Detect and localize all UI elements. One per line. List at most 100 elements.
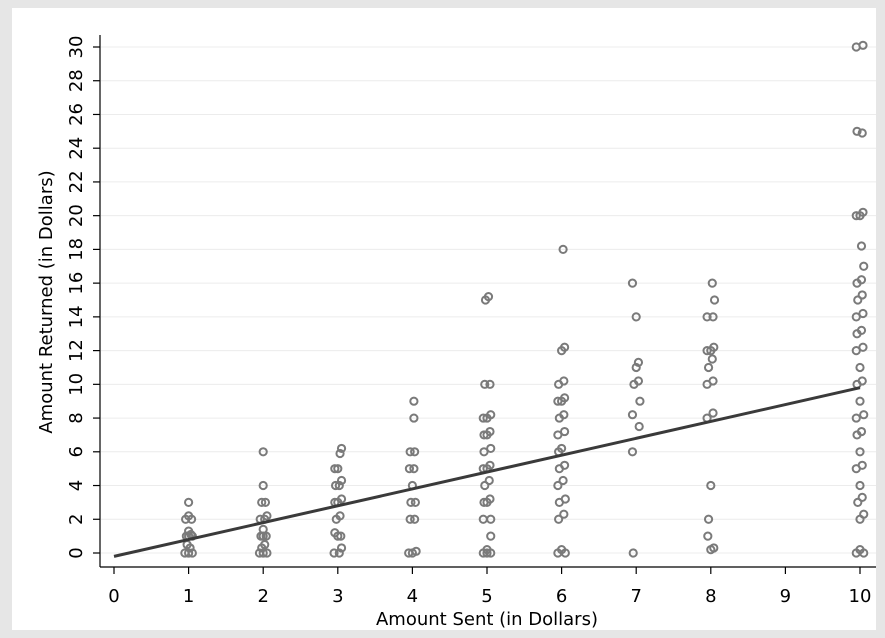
data-point — [336, 475, 347, 486]
data-point — [410, 447, 420, 457]
data-point — [857, 376, 867, 386]
data-point — [258, 524, 268, 534]
data-point — [627, 447, 638, 457]
data-point — [334, 480, 344, 491]
data-point — [486, 410, 496, 420]
data-point — [554, 514, 564, 524]
data-point — [702, 312, 712, 322]
data-point — [708, 376, 718, 386]
data-point — [335, 511, 345, 521]
x-tick-label-2: 2 — [257, 586, 268, 607]
y-tick-label-6: 6 — [66, 446, 87, 457]
x-tick-label-8: 8 — [705, 586, 716, 607]
x-tick-label-0: 0 — [108, 586, 119, 607]
data-point — [559, 410, 569, 420]
y-tick-label-14: 14 — [66, 305, 87, 328]
data-point — [631, 312, 641, 322]
data-point — [635, 396, 645, 406]
x-tick-label-7: 7 — [630, 586, 641, 607]
data-point — [335, 448, 345, 459]
data-point — [480, 480, 490, 491]
data-point — [858, 207, 868, 217]
data-point — [560, 548, 570, 558]
y-tick-label-12: 12 — [66, 339, 87, 362]
y-tick-label-28: 28 — [66, 69, 87, 92]
data-point — [260, 539, 270, 550]
y-tick-label-26: 26 — [66, 103, 87, 126]
data-point — [409, 464, 419, 474]
data-point — [485, 379, 495, 389]
data-point — [709, 543, 719, 553]
y-tick-label-24: 24 — [66, 137, 87, 160]
data-point — [406, 497, 416, 507]
data-point — [707, 278, 717, 288]
data-point — [184, 497, 194, 507]
data-point — [703, 531, 713, 541]
data-point — [485, 494, 495, 504]
data-point — [486, 443, 496, 454]
data-point — [857, 492, 867, 502]
data-point — [859, 261, 869, 271]
data-point — [482, 548, 492, 558]
data-point — [559, 509, 569, 519]
data-point — [330, 464, 340, 474]
data-point — [859, 509, 869, 519]
data-point — [336, 443, 347, 454]
data-point — [853, 497, 863, 507]
data-point — [258, 480, 268, 491]
y-tick-label-20: 20 — [66, 204, 87, 227]
data-point — [703, 362, 714, 373]
data-point — [405, 514, 415, 524]
x-tick-label-10: 10 — [849, 586, 872, 607]
data-point — [856, 275, 867, 285]
data-point — [852, 126, 862, 136]
data-point — [851, 413, 861, 423]
data-point — [859, 548, 869, 558]
data-point — [410, 514, 420, 524]
data-point — [483, 292, 494, 302]
y-tick-label-4: 4 — [66, 480, 87, 491]
data-point — [329, 548, 339, 558]
y-tick-label-0: 0 — [66, 547, 87, 558]
data-point — [411, 546, 421, 556]
data-point — [709, 295, 720, 305]
data-point — [628, 548, 638, 558]
data-point — [478, 413, 488, 423]
data-point — [559, 426, 570, 437]
data-point — [258, 548, 268, 558]
x-tick-label-3: 3 — [332, 586, 343, 607]
data-point — [855, 447, 865, 457]
x-tick-label-4: 4 — [407, 586, 418, 607]
data-point — [410, 497, 420, 507]
data-point — [260, 497, 271, 507]
fit-line — [113, 386, 861, 558]
data-point — [559, 460, 570, 470]
data-point — [634, 421, 644, 432]
y-tick-label-22: 22 — [66, 170, 87, 193]
x-ticks: 0 1 2 3 4 5 6 7 8 9 10 — [108, 567, 871, 607]
data-point — [633, 357, 644, 368]
y-tick-label-10: 10 — [66, 373, 87, 396]
x-tick-label-9: 9 — [780, 586, 791, 607]
gridlines — [101, 46, 876, 554]
data-point — [560, 494, 570, 504]
data-point — [703, 514, 714, 524]
y-tick-label-16: 16 — [66, 272, 87, 295]
data-point — [855, 362, 865, 373]
data-point — [559, 376, 569, 386]
data-point — [559, 393, 570, 403]
data-point — [708, 408, 718, 418]
data-point — [858, 342, 868, 352]
data-point — [184, 548, 194, 558]
data-point — [184, 526, 194, 536]
data-point — [330, 480, 341, 491]
data-point — [858, 308, 868, 319]
data-points — [180, 40, 869, 558]
data-point — [856, 426, 867, 437]
data-point — [853, 295, 863, 305]
fit-line-layer — [113, 386, 861, 558]
data-point — [557, 443, 567, 454]
data-point — [707, 354, 717, 364]
data-point — [184, 511, 194, 521]
